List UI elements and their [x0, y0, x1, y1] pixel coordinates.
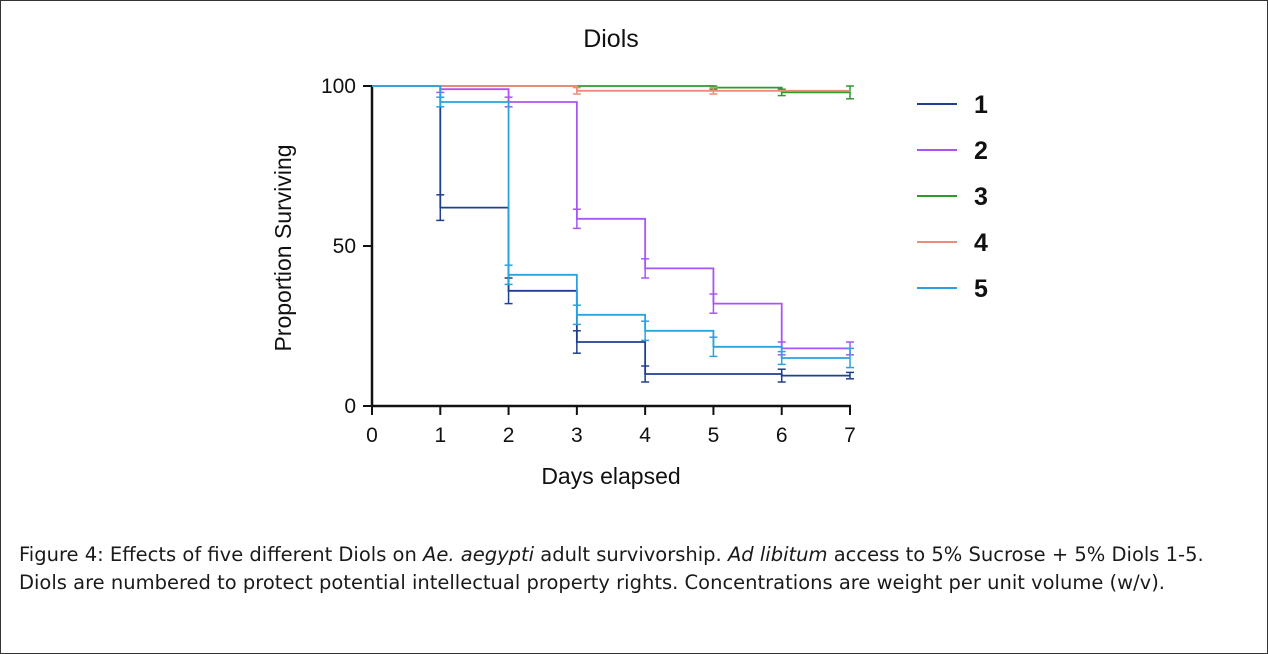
y-tick-label: 50	[333, 235, 356, 258]
legend-item-2: 2	[917, 137, 988, 165]
error-bar	[436, 96, 445, 108]
x-tick-label: 6	[776, 424, 788, 447]
error-bar	[709, 336, 718, 358]
series-line	[372, 85, 850, 359]
series-layer	[372, 85, 854, 383]
legend-label: 3	[974, 183, 988, 211]
x-tick-label: 7	[844, 424, 856, 447]
x-tick-label: 5	[708, 424, 720, 447]
caption-ad-libitum: Ad libitum	[727, 543, 828, 566]
y-tick-label: 100	[321, 75, 356, 98]
legend-label: 1	[974, 91, 988, 119]
caption-middle: adult survivorship.	[534, 543, 728, 566]
series-line	[372, 85, 850, 377]
error-bar	[641, 320, 650, 342]
error-bar	[572, 208, 581, 230]
error-bar	[777, 368, 786, 383]
caption-rest: access to 5% Sucrose + 5% Diols 1-5. Dio…	[19, 543, 1204, 594]
error-bar	[641, 258, 650, 279]
series-5	[372, 85, 854, 369]
y-axis-title: Proportion Surviving	[270, 144, 296, 351]
error-bar	[436, 194, 445, 222]
error-bar	[572, 304, 581, 326]
x-tick-label: 0	[366, 424, 378, 447]
x-axis-title: Days elapsed	[541, 463, 680, 489]
legend-label: 4	[974, 229, 988, 257]
x-tick-label: 2	[503, 424, 515, 447]
x-tick-label: 1	[434, 424, 446, 447]
error-bar	[709, 293, 718, 314]
error-bar	[846, 85, 854, 100]
error-bar	[572, 330, 581, 354]
error-bar	[709, 86, 718, 95]
error-bar	[846, 347, 854, 369]
x-tick-label: 3	[571, 424, 583, 447]
error-bar	[641, 365, 650, 383]
error-bar	[572, 86, 581, 95]
legend-item-5: 5	[917, 275, 988, 303]
caption-prefix: Figure 4: Effects of five different Diol…	[19, 543, 424, 566]
legend-item-1: 1	[917, 91, 988, 119]
legend: 1 2 3 4 5	[917, 91, 988, 303]
x-tick-label: 4	[639, 424, 651, 447]
legend-label: 2	[974, 137, 988, 165]
error-bar	[846, 371, 854, 380]
series-1	[372, 85, 854, 383]
series-3	[372, 85, 854, 100]
chart-title: Diols	[583, 25, 639, 53]
figure-caption: Figure 4: Effects of five different Diol…	[19, 541, 1244, 597]
y-tick-label: 0	[344, 395, 356, 418]
legend-label: 5	[974, 275, 988, 303]
caption-species: Ae. aegypti	[423, 543, 535, 566]
error-bar	[504, 264, 513, 286]
legend-item-4: 4	[917, 229, 988, 257]
error-bar	[777, 350, 786, 366]
series-line	[372, 85, 850, 350]
legend-item-3: 3	[917, 183, 988, 211]
axes: 0 1 2 3 4 5 6 7 0 50 100	[321, 75, 856, 447]
survival-chart: Diols Days elapsed Proportion Surviving …	[270, 25, 988, 489]
series-4	[372, 85, 850, 95]
